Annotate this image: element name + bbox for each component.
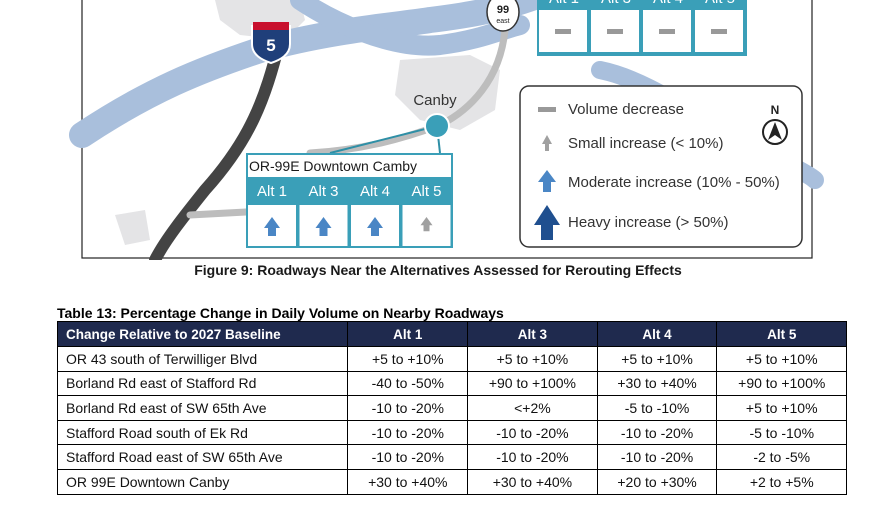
legend-item: Volume decrease [568, 101, 684, 118]
city-marker [424, 113, 450, 139]
table-cell: -10 to -20% [467, 419, 598, 446]
dash-icon [607, 29, 623, 34]
table-cell: +5 to +10% [596, 346, 718, 372]
table-cell: Stafford Road south of Ek Rd [56, 419, 349, 446]
table-cell: -2 to -5% [716, 444, 847, 470]
table-cell: -10 to -20% [347, 419, 469, 446]
table-cell: -10 to -20% [596, 419, 718, 446]
table-cell: -40 to -50% [347, 370, 469, 397]
alt-label: Alt 4 [360, 183, 390, 200]
table-cell: Borland Rd east of Stafford Rd [56, 370, 349, 397]
highway-suffix: east [496, 18, 509, 25]
table-cell: OR 99E Downtown Canby [56, 468, 349, 495]
table-cell: -10 to -20% [347, 395, 469, 421]
alt-label: Alt 5 [705, 0, 735, 7]
table-title: Table 13: Percentage Change in Daily Vol… [57, 305, 504, 321]
callout-title: OR-99E Downtown Camby [249, 158, 417, 174]
interstate-number: 5 [266, 36, 275, 55]
alt-label: Alt 3 [601, 0, 631, 7]
table-row: Stafford Road east of SW 65th Ave -10 to … [56, 444, 847, 470]
arrow-icon [264, 217, 280, 236]
table-cell: +5 to +10% [716, 346, 847, 372]
table-cell: +5 to +10% [467, 346, 598, 372]
table-cell: -5 to -10% [716, 419, 847, 446]
table-row: OR 43 south of Terwilliger Blvd +5 to +10… [56, 346, 847, 372]
callout: OR-99E Downtown Camby Alt 1 Alt 3 Alt 4 Alt… [246, 153, 453, 248]
table-cell: +30 to +40% [467, 468, 598, 495]
interstate-shield: 5 [251, 22, 291, 65]
column-header: Alt 5 [716, 321, 847, 347]
table-cell: OR 43 south of Terwilliger Blvd [56, 346, 349, 372]
highway-number: 99 [497, 4, 509, 16]
arrow-icon [315, 217, 332, 236]
data-table: Change Relative to 2027 Baseline Alt 1 Alt… [56, 321, 847, 495]
column-header: Alt 3 [467, 321, 598, 347]
column-header: Alt 4 [596, 321, 718, 347]
map: 5 99 east Canby Alt 1 Alt 3 Alt 4 Alt 5 OR-… [69, 0, 824, 260]
table-cell: -10 to -20% [596, 444, 718, 470]
legend-item: Heavy increase (> 50%) [568, 214, 729, 231]
city-label: Canby [413, 92, 457, 109]
table-cell: <+2% [467, 395, 598, 421]
column-header: Alt 1 [347, 321, 469, 347]
dash-icon [555, 29, 571, 34]
table-row: Borland Rd east of SW 65th Ave -10 to -20… [56, 395, 847, 421]
column-header: Change Relative to 2027 Baseline [56, 321, 349, 347]
alt-label: Alt 5 [411, 183, 441, 200]
figure-caption: Figure 9: Roadways Near the Alternatives… [194, 262, 682, 278]
table-row: Borland Rd east of Stafford Rd -40 to -50… [56, 370, 847, 397]
table-cell: -5 to -10% [596, 395, 718, 421]
table-cell: +5 to +10% [716, 395, 847, 421]
table-cell: -10 to -20% [467, 444, 598, 470]
legend-item: Moderate increase (10% - 50%) [568, 174, 780, 191]
table-cell: +30 to +40% [347, 468, 469, 495]
table-cell: +20 to +30% [596, 468, 718, 495]
alt-label: Alt 1 [549, 0, 579, 7]
north-label: N [771, 103, 780, 117]
table-cell: +5 to +10% [347, 346, 469, 372]
table-row: OR 99E Downtown Canby +30 to +40% +30 to +… [56, 468, 847, 495]
table-row: Stafford Road south of Ek Rd -10 to -20% -… [56, 419, 847, 446]
alt-label: Alt 1 [257, 183, 287, 200]
legend: Volume decrease Small increase (< 10%) M… [519, 85, 803, 248]
legend-item: Small increase (< 10%) [568, 135, 723, 152]
table-cell: Stafford Road east of SW 65th Ave [56, 444, 349, 470]
table-cell: -10 to -20% [347, 444, 469, 470]
arrow-icon [420, 217, 433, 232]
table-cell: +90 to +100% [467, 370, 598, 397]
table-cell: +2 to +5% [716, 468, 847, 495]
arrow-icon [367, 217, 383, 236]
dash-icon [659, 29, 675, 34]
dash-icon [711, 29, 727, 34]
table-cell: Borland Rd east of SW 65th Ave [56, 395, 349, 421]
top-box: Alt 1 Alt 3 Alt 4 Alt 5 [537, 0, 747, 56]
table-cell: +30 to +40% [596, 370, 718, 397]
highway-shield: 99 east [486, 0, 520, 32]
alt-label: Alt 3 [308, 183, 338, 200]
table-cell: +90 to +100% [716, 370, 847, 397]
alt-label: Alt 4 [653, 0, 683, 7]
